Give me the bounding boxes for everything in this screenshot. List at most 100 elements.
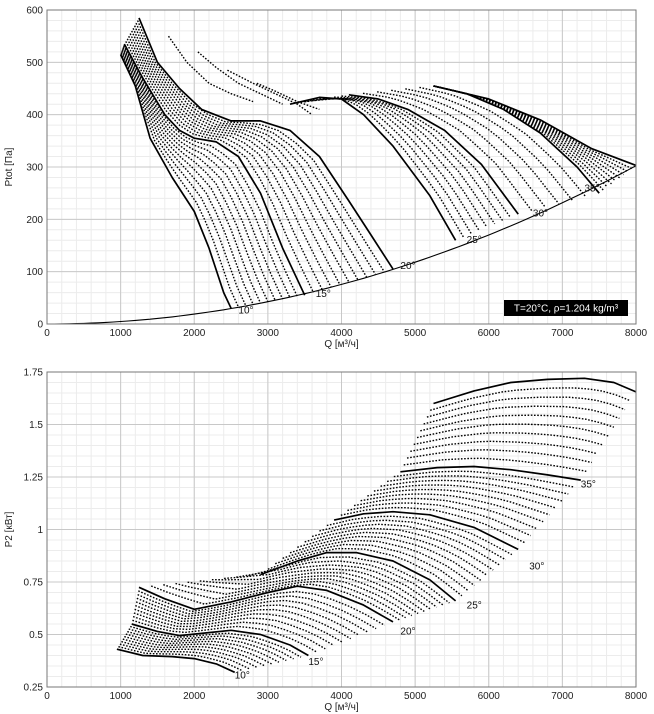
- power-angle-label: 20°: [400, 627, 415, 638]
- pressure-dotted-curve: [227, 69, 313, 116]
- pressure-system-curve: [47, 165, 636, 324]
- pressure-dotted-curve: [129, 33, 341, 286]
- power-plot-area: [116, 377, 636, 674]
- pressure-conditions-box: [504, 300, 628, 316]
- power-dotted-curve: [135, 601, 360, 636]
- power-dotted-curve: [380, 479, 563, 502]
- power-y-axis-label: P2 [кВт]: [4, 511, 15, 547]
- pressure-dotted-curve: [405, 88, 573, 201]
- pressure-dotted-curve: [125, 41, 315, 293]
- pressure-dotted-curve: [334, 96, 504, 222]
- power-dotted-curve: [124, 635, 272, 665]
- power-dotted-curve: [121, 640, 258, 668]
- pressure-x-tick-label: 4000: [330, 328, 353, 339]
- pressure-angle-label: 20°: [400, 261, 415, 272]
- power-dotted-curve: [224, 564, 438, 608]
- power-dotted-curve: [282, 539, 475, 587]
- power-x-tick-label: 3000: [257, 691, 280, 702]
- power-x-tick-label: 7000: [551, 691, 574, 702]
- power-dotted-curve: [311, 523, 500, 566]
- power-dotted-curve: [367, 488, 550, 516]
- power-dotted-curve: [423, 405, 620, 425]
- power-y-tick-label: 1.5: [29, 420, 43, 431]
- pressure-angle-label: 30°: [533, 209, 548, 220]
- power-dotted-curve: [133, 612, 335, 647]
- power-dotted-curve: [119, 643, 250, 670]
- power-dotted-curve: [420, 414, 615, 432]
- pressure-dotted-curve: [122, 47, 276, 301]
- power-dotted-curve: [430, 387, 631, 411]
- pressure-x-axis-label: Q [м³/ч]: [324, 339, 359, 350]
- power-curve-30deg: [333, 510, 519, 551]
- pressure-dotted-curve: [433, 85, 633, 170]
- power-dotted-curve: [319, 519, 507, 561]
- pressure-plot-frame: [46, 9, 637, 325]
- pressure-x-tick-label: 2000: [183, 328, 206, 339]
- pressure-y-tick-label: 0: [37, 320, 43, 331]
- power-curve-20deg: [138, 585, 394, 623]
- power-dotted-curve: [132, 615, 326, 650]
- pressure-dotted-curve: [312, 97, 480, 231]
- power-y-tick-label: 1: [37, 525, 43, 536]
- power-curve-40deg: [433, 377, 636, 405]
- pressure-x-tick-label: 5000: [404, 328, 427, 339]
- pressure-angle-label: 25°: [467, 235, 482, 246]
- pressure-dotted-curve: [341, 95, 511, 218]
- pressure-conditions-text: T=20°C, ρ=1.204 kg/m³: [514, 304, 619, 315]
- pressure-y-tick-label: 500: [26, 58, 43, 69]
- power-dotted-curve: [304, 527, 494, 571]
- power-dotted-curve: [125, 633, 280, 663]
- power-dotted-curve: [134, 608, 343, 643]
- power-dotted-curve: [150, 583, 400, 621]
- power-y-tick-label: 1.75: [24, 368, 44, 379]
- pressure-dotted-curve: [121, 50, 254, 305]
- pressure-curve-20deg: [138, 17, 394, 270]
- pressure-dotted-curve: [132, 28, 359, 280]
- pressure-dotted-curve: [121, 49, 262, 304]
- pressure-dotted-curve: [122, 46, 284, 300]
- pressure-dotted-curve: [433, 85, 616, 182]
- pressure-x-tick-label: 7000: [551, 328, 574, 339]
- power-dotted-curve: [127, 630, 287, 662]
- power-y-tick-label: 0.5: [29, 630, 43, 641]
- pressure-dotted-curve: [121, 48, 269, 303]
- pressure-dotted-curve: [197, 51, 283, 105]
- power-dotted-curve: [132, 619, 318, 653]
- power-angle-label: 30°: [529, 561, 544, 572]
- pressure-chart: 0 1000 2000 3000 4000 5000 6000 7000 8000 0 100 200…: [4, 6, 648, 351]
- power-dotted-curve: [236, 560, 444, 606]
- pressure-dotted-curve: [131, 30, 350, 283]
- power-angle-label: 15°: [308, 657, 323, 668]
- power-dotted-curve: [175, 577, 413, 617]
- power-dotted-curve: [373, 484, 556, 509]
- pressure-y-tick-label: 200: [26, 215, 43, 226]
- pressure-angle-label: 10°: [238, 306, 253, 317]
- power-dotted-curve: [138, 590, 385, 626]
- power-x-tick-label: 5000: [404, 691, 427, 702]
- pressure-dotted-curve: [297, 97, 465, 238]
- pressure-curve-15deg: [123, 43, 306, 296]
- power-dotted-curve: [274, 543, 469, 592]
- power-dotted-curve: [136, 597, 368, 633]
- pressure-dotted-curve: [326, 97, 496, 225]
- power-dotted-curve: [393, 470, 575, 488]
- power-dotted-curve: [289, 535, 482, 581]
- pressure-angle-label: 35°: [584, 184, 599, 195]
- power-dotted-curve: [187, 575, 419, 615]
- power-chart: 0 1000 2000 3000 4000 5000 6000 7000 8000 0.25 0.5…: [4, 368, 648, 714]
- pressure-curve-10deg: [119, 54, 232, 309]
- power-x-tick-label: 0: [44, 691, 50, 702]
- power-dotted-curve: [248, 556, 450, 604]
- pressure-curve-25deg: [289, 96, 457, 241]
- power-x-tick-label: 4000: [330, 691, 353, 702]
- pressure-curve-30deg: [348, 93, 519, 215]
- power-dotted-curve: [406, 449, 592, 464]
- pressure-dotted-curve: [167, 35, 254, 103]
- power-dotted-curve: [360, 493, 544, 523]
- pressure-dotted-curve: [120, 53, 240, 308]
- power-dotted-curve: [403, 457, 587, 472]
- power-plot-frame: [46, 371, 637, 688]
- pressure-y-tick-label: 600: [26, 6, 43, 17]
- pressure-y-tick-label: 400: [26, 110, 43, 121]
- power-dotted-curve: [410, 440, 598, 455]
